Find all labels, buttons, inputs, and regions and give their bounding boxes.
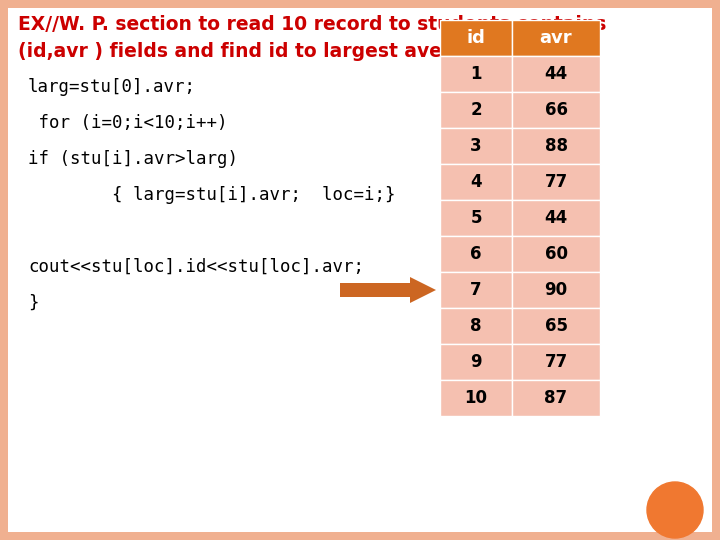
Text: 4: 4	[470, 173, 482, 191]
Bar	[440, 272, 512, 308]
Bar	[512, 380, 600, 416]
Bar	[440, 56, 512, 92]
Text: EX//W. P. section to read 10 record to students contains: EX//W. P. section to read 10 record to s…	[18, 15, 606, 34]
Text: avr: avr	[540, 29, 572, 47]
Text: 77: 77	[544, 353, 567, 371]
Text: id: id	[467, 29, 485, 47]
Bar	[512, 20, 600, 56]
Text: { larg=stu[i].avr;  loc=i;}: { larg=stu[i].avr; loc=i;}	[28, 186, 395, 204]
Bar	[440, 380, 512, 416]
Bar	[440, 92, 512, 128]
Bar	[512, 128, 600, 164]
Text: 65: 65	[544, 317, 567, 335]
Text: 87: 87	[544, 389, 567, 407]
Text: (id,avr ) fields and find id to largest average?: (id,avr ) fields and find id to largest …	[18, 42, 501, 61]
Text: 8: 8	[470, 317, 482, 335]
Text: cout<<stu[loc].id<<stu[loc].avr;: cout<<stu[loc].id<<stu[loc].avr;	[28, 258, 364, 276]
Text: 7: 7	[470, 281, 482, 299]
Text: 77: 77	[544, 173, 567, 191]
Polygon shape	[340, 277, 436, 303]
Text: for (i=0;i<10;i++): for (i=0;i<10;i++)	[28, 114, 228, 132]
Text: larg=stu[0].avr;: larg=stu[0].avr;	[28, 78, 196, 96]
Text: 10: 10	[464, 389, 487, 407]
Bar	[512, 200, 600, 236]
Bar	[440, 236, 512, 272]
Text: 60: 60	[544, 245, 567, 263]
Bar	[512, 272, 600, 308]
Bar	[440, 344, 512, 380]
Bar	[440, 20, 512, 56]
Text: 9: 9	[470, 353, 482, 371]
Text: 2: 2	[470, 101, 482, 119]
Bar	[512, 308, 600, 344]
Text: 6: 6	[470, 245, 482, 263]
Bar	[440, 200, 512, 236]
Text: 90: 90	[544, 281, 567, 299]
Circle shape	[647, 482, 703, 538]
Bar	[512, 236, 600, 272]
Bar	[512, 164, 600, 200]
Bar	[512, 344, 600, 380]
Text: 44: 44	[544, 209, 567, 227]
Bar	[512, 92, 600, 128]
Text: 66: 66	[544, 101, 567, 119]
Bar	[440, 308, 512, 344]
Text: 88: 88	[544, 137, 567, 155]
Text: }: }	[28, 294, 38, 312]
Bar	[440, 128, 512, 164]
Bar	[440, 164, 512, 200]
Text: 1: 1	[470, 65, 482, 83]
Text: if (stu[i].avr>larg): if (stu[i].avr>larg)	[28, 150, 238, 168]
Bar	[512, 56, 600, 92]
Text: 3: 3	[470, 137, 482, 155]
Text: 5: 5	[470, 209, 482, 227]
Text: 44: 44	[544, 65, 567, 83]
